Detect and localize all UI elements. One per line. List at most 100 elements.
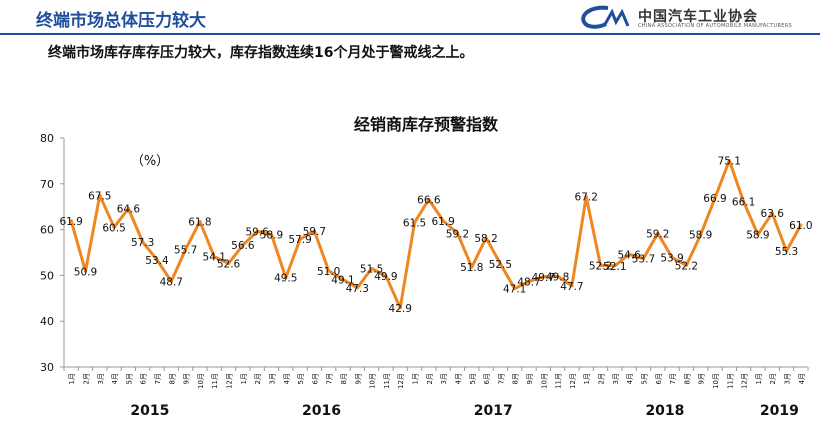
- x-tick-label: 6月: [140, 373, 148, 384]
- data-labels-group: 61.9 50.9 67.5 60.5 64.6 57.3 53.4 48.7 55.7 61.8…: [59, 155, 812, 314]
- x-tick-label: 8月: [683, 373, 691, 384]
- data-label: 57.9: [288, 234, 311, 246]
- data-point: [169, 279, 173, 283]
- data-point: [584, 195, 588, 199]
- x-tick-label: 1月: [68, 373, 76, 384]
- data-label: 49.9: [374, 271, 397, 283]
- data-point: [398, 306, 402, 310]
- data-label: 67.2: [575, 192, 598, 204]
- data-label: 66.6: [417, 194, 441, 206]
- data-point: [527, 279, 531, 283]
- data-point: [742, 200, 746, 204]
- data-point: [384, 274, 388, 278]
- y-tick-label: 60: [40, 224, 54, 237]
- header-title: 终端市场总体压力较大: [36, 11, 206, 31]
- x-tick-label: 10月: [712, 373, 720, 389]
- data-label: 52.5: [489, 259, 512, 271]
- data-point: [484, 236, 488, 240]
- data-point: [112, 225, 116, 229]
- x-tick-label: 5月: [640, 373, 648, 384]
- data-point: [713, 196, 717, 200]
- x-tick-label: 1月: [412, 373, 420, 384]
- data-label: 53.9: [660, 253, 683, 265]
- data-label: 75.1: [718, 155, 741, 167]
- x-tick-label: 10月: [540, 373, 548, 389]
- data-label: 64.6: [117, 204, 141, 216]
- data-point: [255, 229, 259, 233]
- data-point: [198, 219, 202, 223]
- x-tick-label: 5月: [125, 373, 133, 384]
- x-tick-label: 4月: [111, 373, 119, 384]
- year-label: 2017: [474, 403, 513, 419]
- x-tick-label: 6月: [655, 373, 663, 384]
- data-label: 52.1: [603, 261, 626, 273]
- x-tick-label: 1月: [583, 373, 591, 384]
- data-point: [370, 267, 374, 271]
- x-tick-label: 9月: [183, 373, 191, 384]
- data-point: [241, 243, 245, 247]
- data-label: 48.7: [517, 276, 540, 288]
- year-label: 2016: [302, 403, 341, 419]
- data-label: 53.4: [145, 255, 169, 267]
- x-tick-label: 3月: [440, 373, 448, 384]
- x-tick-label: 11月: [555, 373, 563, 389]
- data-label: 59.7: [303, 226, 326, 238]
- data-point: [155, 258, 159, 262]
- data-label: 61.8: [188, 216, 211, 228]
- data-label: 47.3: [346, 283, 369, 295]
- y-tick-label: 50: [40, 269, 54, 282]
- data-point: [284, 276, 288, 280]
- data-point: [656, 231, 660, 235]
- x-tick-label: 4月: [283, 373, 291, 384]
- data-label: 50.9: [74, 266, 97, 278]
- x-tick-label: 5月: [297, 373, 305, 384]
- chart-unit-label: （%）: [131, 154, 169, 169]
- x-tick-label: 4月: [626, 373, 634, 384]
- data-label: 49.5: [274, 273, 297, 285]
- x-tick-label: 12月: [226, 373, 234, 389]
- data-label: 56.6: [231, 240, 255, 252]
- data-point: [498, 262, 502, 266]
- year-label: 2019: [760, 403, 799, 419]
- data-point: [69, 219, 73, 223]
- data-label: 49.8: [546, 271, 569, 283]
- data-label: 55.3: [775, 246, 798, 258]
- data-point: [298, 237, 302, 241]
- data-point: [83, 269, 87, 273]
- data-point: [785, 249, 789, 253]
- data-point: [727, 158, 731, 162]
- x-tick-label: 3月: [612, 373, 620, 384]
- x-tick-label: 12月: [397, 373, 405, 389]
- x-tick-label: 11月: [726, 373, 734, 389]
- x-tick-label: 3月: [268, 373, 276, 384]
- header-rule: [0, 33, 820, 35]
- series-line-group: [69, 158, 803, 310]
- data-point: [799, 223, 803, 227]
- data-label: 60.5: [102, 222, 125, 234]
- data-label: 52.2: [675, 260, 698, 272]
- x-tick-label: 1月: [755, 373, 763, 384]
- x-tick-label: 7月: [326, 373, 334, 384]
- data-point: [441, 219, 445, 223]
- data-label: 54.1: [203, 252, 226, 264]
- x-tick-labels-group: 1月 2月 3月 4月 5月 6月 7月 8月 9月 10月 11月 12月 1月 2月 3月 4月 5月 6月 7…: [68, 373, 806, 419]
- chart-axes: 30 40 50 60 70 80: [40, 132, 809, 374]
- logo-text: 中国汽车工业协会: [638, 9, 758, 25]
- data-point: [141, 240, 145, 244]
- data-point: [670, 256, 674, 260]
- year-label: 2018: [645, 403, 684, 419]
- data-label: 58.9: [689, 230, 712, 242]
- x-tick-label: 11月: [383, 373, 391, 389]
- page-header: 终端市场总体压力较大 中国汽车工业协会 CHINA ASSOCIATION OF…: [0, 0, 820, 35]
- data-point: [599, 263, 603, 267]
- x-tick-label: 4月: [798, 373, 806, 384]
- data-point: [312, 229, 316, 233]
- x-tick-label: 3月: [784, 373, 792, 384]
- x-tick-label: 10月: [369, 373, 377, 389]
- x-tick-label: 9月: [526, 373, 534, 384]
- x-tick-label: 7月: [669, 373, 677, 384]
- data-point: [556, 274, 560, 278]
- data-label: 47.1: [503, 284, 526, 296]
- x-tick-label: 2月: [598, 373, 606, 384]
